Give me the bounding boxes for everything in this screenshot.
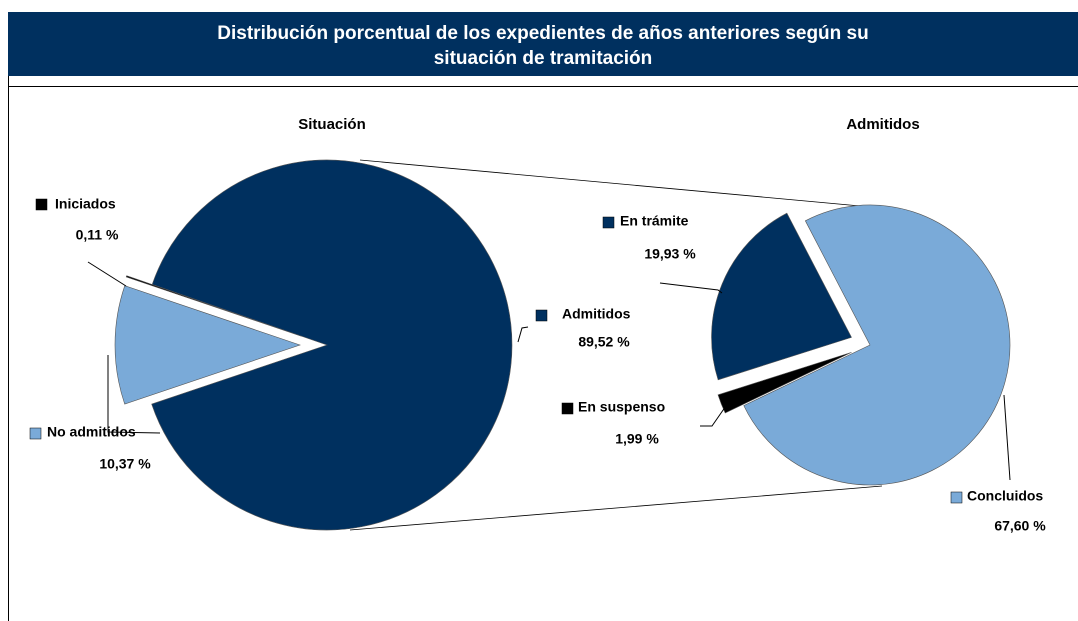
leader-line bbox=[700, 402, 729, 427]
connector bbox=[359, 159, 883, 209]
chart-title: Distribución porcentual de los expedient… bbox=[217, 23, 868, 44]
legend-swatch bbox=[29, 427, 42, 440]
legend-swatch bbox=[35, 198, 48, 211]
pie-slice bbox=[717, 352, 852, 414]
leader-line bbox=[1003, 394, 1011, 481]
leader-line bbox=[517, 326, 529, 343]
value-label: 89,52 % bbox=[578, 334, 630, 350]
value-label: 0,11 % bbox=[76, 227, 119, 243]
value-label: 10,37 % bbox=[99, 456, 151, 472]
value-label: 67,60 % bbox=[994, 518, 1046, 534]
slice-label: No admitidos bbox=[47, 424, 136, 440]
value-label: 1,99 % bbox=[615, 431, 659, 447]
pie-slice bbox=[151, 159, 513, 531]
legend-swatch bbox=[602, 216, 615, 229]
legend-swatch bbox=[561, 402, 574, 415]
slice-label: Admitidos bbox=[562, 306, 631, 322]
slice-label: Iniciados bbox=[55, 196, 116, 212]
leader-line bbox=[87, 261, 127, 287]
legend-swatch bbox=[535, 309, 548, 322]
slice-label: En suspenso bbox=[578, 399, 665, 415]
value-label: 19,93 % bbox=[644, 246, 696, 262]
slice-label: En trámite bbox=[620, 213, 689, 229]
pie-slice bbox=[114, 285, 301, 405]
slices bbox=[114, 159, 1011, 531]
pie-title: Admitidos bbox=[846, 116, 919, 133]
chart-title: situación de tramitación bbox=[434, 48, 653, 69]
leader-line bbox=[659, 282, 723, 294]
pie-title: Situación bbox=[298, 116, 366, 133]
header-bar bbox=[8, 12, 1078, 76]
leader-line bbox=[107, 355, 161, 434]
pie-slice bbox=[743, 204, 1011, 486]
legend-swatch bbox=[950, 491, 963, 504]
connector bbox=[349, 485, 883, 531]
pie-slice bbox=[711, 212, 852, 381]
slice-label: Concluidos bbox=[967, 488, 1043, 504]
